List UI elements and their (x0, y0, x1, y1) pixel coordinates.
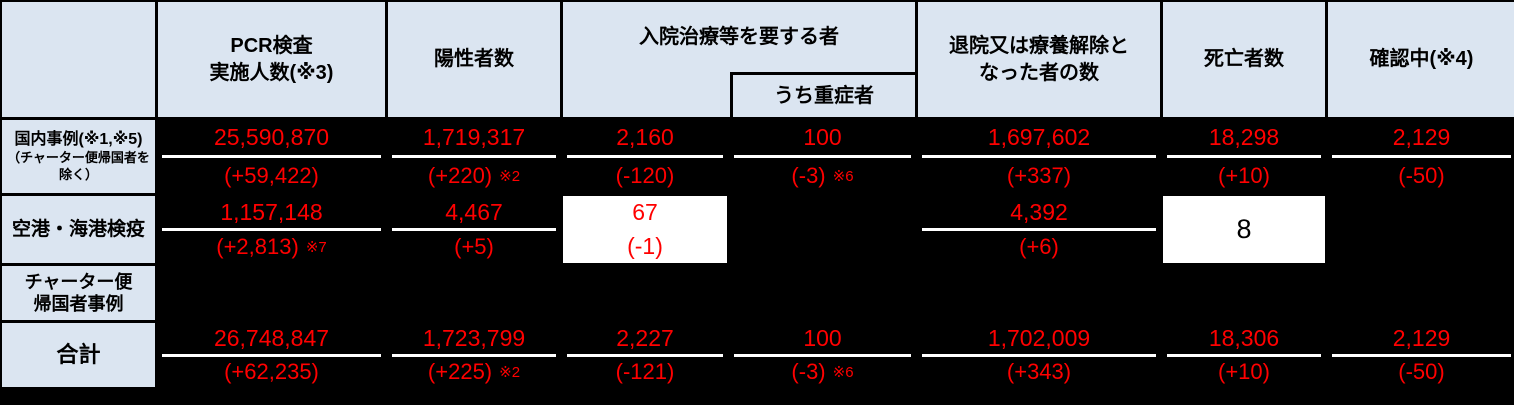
delta: (+225) (427, 358, 493, 384)
cell-domestic-severe: 100 (-3) ※6 (730, 120, 915, 193)
cell-domestic-deaths: 18,298 (+10) (1163, 120, 1325, 193)
delta: (+343) (1006, 358, 1072, 384)
value: 1,702,009 (922, 323, 1156, 357)
value: 26,748,847 (162, 323, 381, 357)
note: ※2 (499, 167, 521, 185)
value: 1,719,317 (392, 120, 556, 158)
row-label-domestic-sub: （チャーター便帰国者を除く） (7, 150, 150, 182)
header-hospitalized-title: 入院治療等を要する者 (639, 25, 839, 48)
value: 25,590,870 (162, 120, 381, 158)
value: 100 (734, 120, 911, 158)
header-hospitalized-group: 入院治療等を要する者 うち重症者 (563, 2, 915, 117)
value: 1,157,148 (162, 196, 381, 231)
header-confirming: 確認中(※4) (1328, 2, 1514, 117)
cell-quarantine-discharged: 4,392 (+6) (918, 196, 1160, 263)
delta: (+6) (1019, 234, 1059, 259)
cell-quarantine-pcr: 1,157,148 (+2,813) ※7 (158, 196, 385, 263)
row-label-domestic-main: 国内事例(※1,※5) (14, 131, 143, 149)
value: 2,160 (567, 120, 723, 158)
value: 100 (734, 323, 911, 357)
row-label-domestic: 国内事例(※1,※5) （チャーター便帰国者を除く） (2, 120, 155, 193)
cell-total-hospitalized: 2,227 (-121) (563, 323, 727, 387)
cell-quarantine-deaths-callout: 8 (1163, 196, 1325, 263)
value: 18,298 (1167, 120, 1321, 158)
cell-domestic-confirming: 2,129 (-50) (1328, 120, 1514, 193)
delta: (+62,235) (224, 358, 319, 384)
cell-total-confirming: 2,129 (-50) (1328, 323, 1514, 387)
cell-total-positive: 1,723,799 (+225) ※2 (388, 323, 560, 387)
header-positive: 陽性者数 (388, 2, 560, 117)
delta: (-3) (791, 162, 826, 188)
note: ※6 (832, 363, 854, 381)
cell-total-discharged: 1,702,009 (+343) (918, 323, 1160, 387)
cell-domestic-positive: 1,719,317 (+220) ※2 (388, 120, 560, 193)
cell-domestic-hospitalized: 2,160 (-120) (563, 120, 727, 193)
cell-total-deaths: 18,306 (+10) (1163, 323, 1325, 387)
delta: (-3) (791, 358, 826, 384)
value: 18,306 (1167, 323, 1321, 357)
delta: (+10) (1218, 162, 1270, 188)
value: 2,129 (1332, 323, 1511, 357)
table-grid: PCR検査 実施人数(※3) 陽性者数 入院治療等を要する者 うち重症者 退院又… (2, 2, 1514, 387)
note: ※7 (305, 239, 327, 256)
cell-domestic-discharged: 1,697,602 (+337) (918, 120, 1160, 193)
value: 67 (632, 199, 658, 226)
cell-total-pcr: 26,748,847 (+62,235) (158, 323, 385, 387)
delta: (+5) (454, 234, 494, 259)
row-label-quarantine: 空港・海港検疫 (2, 196, 155, 263)
value: 1,723,799 (392, 323, 556, 357)
header-severe-sub: うち重症者 (730, 72, 915, 117)
delta: (+2,813) (216, 234, 299, 259)
delta: (-50) (1398, 162, 1445, 188)
value: 4,392 (922, 196, 1156, 231)
delta: (+59,422) (224, 162, 319, 188)
cell-quarantine-positive: 4,467 (+5) (388, 196, 560, 263)
delta: (-121) (615, 358, 675, 384)
note: ※6 (832, 167, 854, 185)
header-deaths: 死亡者数 (1163, 2, 1325, 117)
note: ※2 (499, 363, 521, 381)
value: 2,227 (567, 323, 723, 357)
delta: (-50) (1398, 358, 1445, 384)
header-discharged: 退院又は療養解除と なった者の数 (918, 2, 1160, 117)
value: 1,697,602 (922, 120, 1156, 158)
delta: (-1) (627, 232, 663, 259)
delta: (-120) (615, 162, 675, 188)
cell-total-severe: 100 (-3) ※6 (730, 323, 915, 387)
delta: (+220) (427, 162, 493, 188)
cell-domestic-pcr: 25,590,870 (+59,422) (158, 120, 385, 193)
header-pcr: PCR検査 実施人数(※3) (158, 2, 385, 117)
value: 2,129 (1332, 120, 1511, 158)
cell-quarantine-hospitalized-callout: 67 (-1) (563, 196, 727, 263)
delta: (+10) (1218, 358, 1270, 384)
row-label-charter: チャーター便 帰国者事例 (2, 266, 155, 320)
delta: (+337) (1006, 162, 1072, 188)
value: 4,467 (392, 196, 556, 231)
header-corner-cell (2, 2, 155, 117)
row-label-total: 合計 (2, 323, 155, 387)
